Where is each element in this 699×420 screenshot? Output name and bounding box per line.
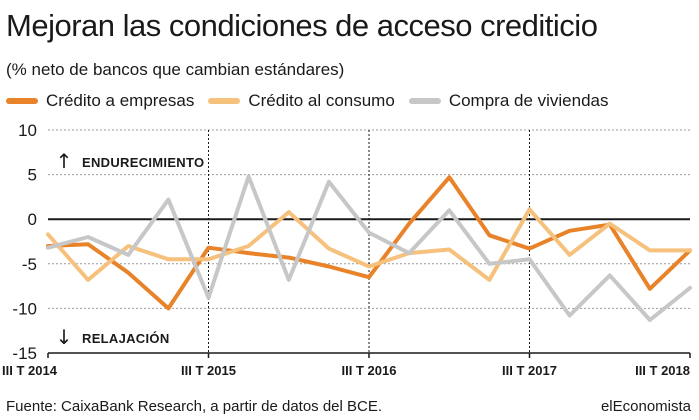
legend: Crédito a empresas Crédito al consumo Co…	[6, 88, 609, 114]
legend-label-consumo: Crédito al consumo	[248, 91, 395, 110]
arrow-down-icon: ↓	[56, 325, 73, 349]
y-tick-label: 10	[18, 121, 37, 140]
y-tick-label: 5	[28, 166, 37, 185]
chart-subtitle: (% neto de bancos que cambian estándares…	[6, 60, 345, 79]
legend-item-consumo: Crédito al consumo	[208, 91, 395, 111]
annotation-relajacion: RELAJACIÓN	[82, 331, 170, 346]
legend-swatch-empresas	[6, 98, 38, 104]
y-tick-label: -5	[22, 255, 37, 274]
x-tick-label: III T 2016	[342, 363, 397, 378]
annotation-endurecimiento: ENDURECIMIENTO	[82, 155, 204, 170]
legend-label-viviendas: Compra de viviendas	[448, 91, 609, 110]
x-tick-label: III T 2015	[181, 363, 236, 378]
series-line-viviendas	[46, 174, 692, 322]
series-line-consumo	[46, 207, 692, 282]
legend-item-empresas: Crédito a empresas	[6, 91, 194, 111]
x-tick-label: III T 2017	[502, 363, 557, 378]
legend-label-empresas: Crédito a empresas	[46, 91, 195, 110]
legend-item-viviendas: Compra de viviendas	[408, 91, 609, 111]
series-line-empresas	[46, 175, 692, 311]
y-tick-label: -10	[12, 299, 37, 318]
legend-swatch-consumo	[208, 98, 241, 104]
brand-logo-text: elEconomista	[600, 398, 691, 415]
legend-swatch-viviendas	[408, 98, 441, 104]
y-tick-label: -15	[12, 344, 37, 363]
source-note: Fuente: CaixaBank Research, a partir de …	[6, 398, 383, 415]
y-tick-label: 0	[28, 210, 37, 229]
line-chart: 10 5 0 -5 -10 -15 ↑ ENDURECIMIENTO ↓ RELAJACIÓN II…	[2, 121, 692, 378]
arrow-up-icon: ↑	[56, 149, 73, 173]
chart-title: Mejoran las condiciones de acceso credit…	[6, 8, 598, 43]
x-tick-label: III T 2014	[2, 363, 58, 378]
x-tick-label: III T 2018	[635, 363, 690, 378]
